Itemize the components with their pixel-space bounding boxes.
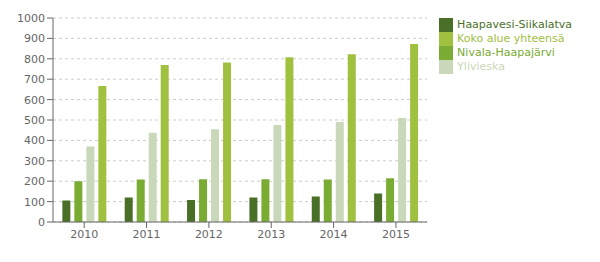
svg-text:2011: 2011 — [133, 228, 161, 241]
svg-text:200: 200 — [24, 175, 45, 188]
svg-text:2012: 2012 — [195, 228, 223, 241]
html-text:Koko alue yhteensä: Koko alue yhteensä — [457, 32, 565, 45]
svg-text:900: 900 — [24, 32, 45, 45]
svg-text:800: 800 — [24, 53, 45, 66]
svg-text:100: 100 — [24, 196, 45, 209]
html-text:Nivala-Haapajärvi: Nivala-Haapajärvi — [457, 46, 555, 59]
svg-text:400: 400 — [24, 134, 45, 147]
html-text:Haapavesi-Siikalatva: Haapavesi-Siikalatva — [457, 18, 572, 31]
svg-text:500: 500 — [24, 114, 45, 127]
svg-text:0: 0 — [38, 216, 45, 229]
html-text:Ylivieska: Ylivieska — [457, 60, 505, 73]
svg-text:2013: 2013 — [257, 228, 285, 241]
svg-text:700: 700 — [24, 73, 45, 86]
svg-text:2014: 2014 — [320, 228, 348, 241]
svg-text:300: 300 — [24, 155, 45, 168]
svg-text:600: 600 — [24, 94, 45, 107]
svg-text:2010: 2010 — [70, 228, 98, 241]
svg-text:2015: 2015 — [382, 228, 410, 241]
svg-text:1000: 1000 — [17, 12, 45, 25]
